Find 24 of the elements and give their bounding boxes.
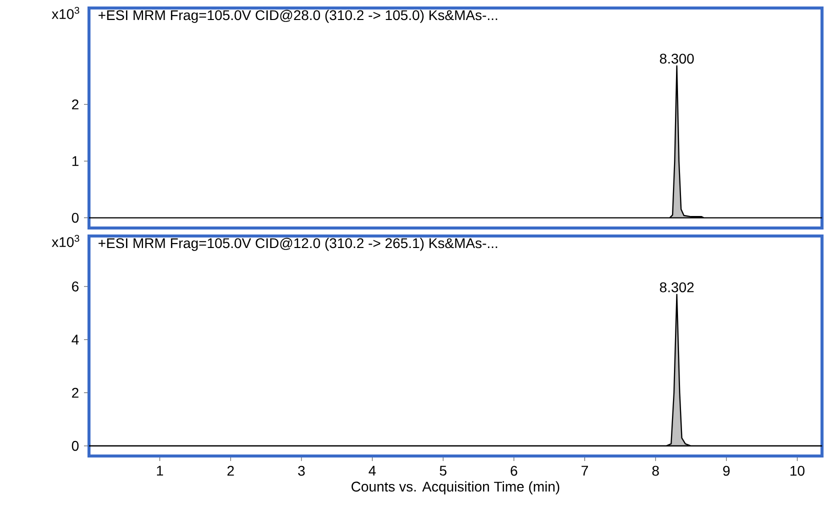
x-tick-label: 3 [298, 466, 305, 476]
y-tick-label: 2 [72, 99, 78, 110]
x-tick-label: 1 [157, 466, 164, 476]
y-tick-label: 0 [72, 440, 79, 451]
y-tick-label: 0 [72, 212, 79, 223]
x-tick-label: 7 [582, 466, 588, 476]
y-tick-label: 1 [72, 156, 78, 166]
annotation: 8.300 [660, 54, 694, 64]
chart-title: +ESI MRM Frag=105.0V CID@28.0 (310.2 -> 105.0) Ks&MAs-... [98, 10, 498, 23]
y-axis-title: x10$^{3}$ [52, 6, 80, 20]
x-tick-label: 4 [368, 466, 376, 476]
x-axis-title: Counts vs. Acquisition Time (min) [352, 481, 560, 494]
x-tick-label: 8 [652, 466, 659, 476]
x-tick-label: 9 [723, 466, 730, 476]
x-tick-label: 10 [790, 466, 804, 476]
y-tick-label: 2 [72, 388, 78, 398]
chart-title: +ESI MRM Frag=105.0V CID@12.0 (310.2 -> 265.1) Ks&MAs-... [98, 238, 498, 251]
y-axis-title: x10$^{3}$ [52, 234, 80, 248]
annotation: 8.302 [660, 282, 694, 292]
x-tick-label: 2 [227, 466, 234, 476]
y-tick-label: 4 [72, 334, 79, 344]
y-tick-label: 6 [72, 282, 79, 292]
x-tick-label: 5 [440, 466, 446, 476]
x-tick-label: 6 [510, 466, 518, 476]
